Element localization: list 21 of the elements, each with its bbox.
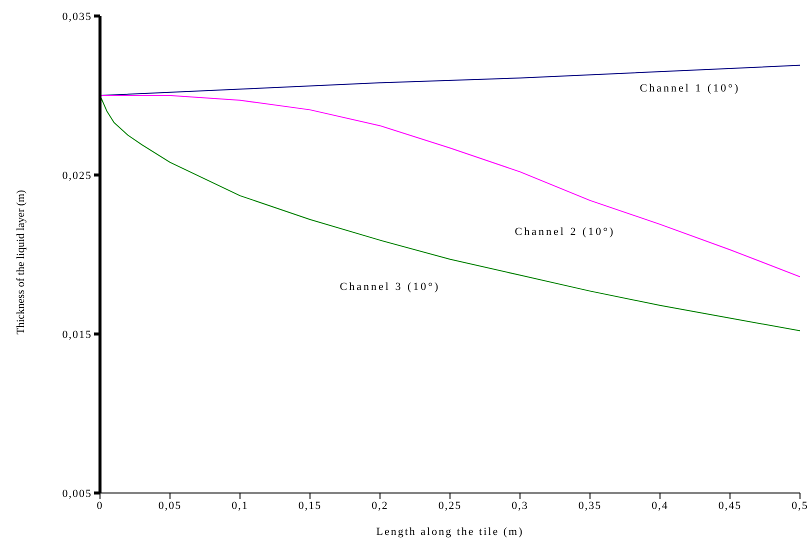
line-series <box>100 95 800 278</box>
y-tick-label: 0,015 <box>62 328 92 341</box>
y-tick-label: 0,035 <box>62 10 92 23</box>
x-tick-label: 0,3 <box>512 500 528 512</box>
x-tick-label: 0,2 <box>372 500 388 512</box>
x-tick-label: 0,4 <box>652 500 668 512</box>
series-label: Channel 1 (10°) <box>640 82 740 95</box>
x-tick-label: 0,45 <box>718 500 742 512</box>
x-axis-title: Length along the tile (m) <box>376 526 524 538</box>
x-tick-label: 0,25 <box>438 500 462 512</box>
text: Channel 3 (10°) <box>340 281 440 294</box>
x-tick-label: 0 <box>96 500 104 512</box>
y-tick-label: 0,025 <box>62 170 92 182</box>
x-tick-label: 0,5 <box>792 500 808 512</box>
series-label: Channel 2 (10°) <box>514 226 616 238</box>
x-tick-label: 0,05 <box>158 500 182 512</box>
x-tick-label: 0,1 <box>232 500 248 512</box>
x-tick-label: 0,35 <box>578 500 602 512</box>
x-tick-label: 0,15 <box>298 500 322 512</box>
y-axis-title: Thickness of the liquid layer (m) <box>14 190 27 334</box>
y-tick-label: 0,005 <box>62 488 92 500</box>
